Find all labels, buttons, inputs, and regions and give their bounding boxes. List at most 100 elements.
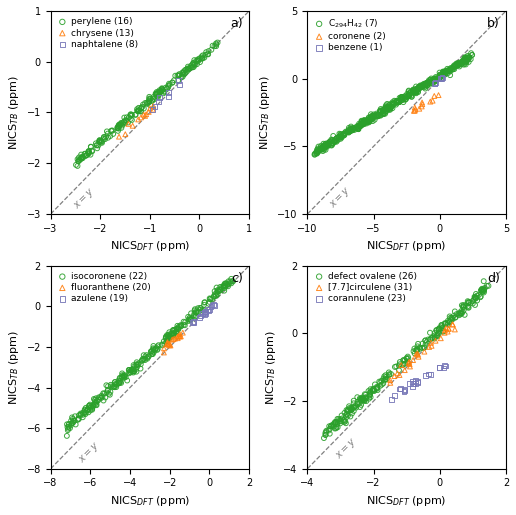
C$_{294}$H$_{42}$ (7): [314, 145, 322, 153]
C$_{294}$H$_{42}$ (7): [347, 127, 355, 135]
C$_{294}$H$_{42}$ (7): [379, 110, 388, 118]
defect ovalene (26): [432, 327, 441, 335]
defect ovalene (26): [456, 309, 464, 317]
C$_{294}$H$_{42}$ (7): [321, 146, 330, 154]
defect ovalene (26): [438, 321, 446, 329]
defect ovalene (26): [464, 304, 473, 312]
isocoronene (22): [216, 286, 224, 294]
fluoranthene (20): [173, 334, 182, 342]
defect ovalene (26): [479, 286, 488, 294]
perylene (16): [185, 65, 194, 73]
isocoronene (22): [220, 281, 228, 289]
perylene (16): [85, 147, 93, 155]
defect ovalene (26): [321, 431, 330, 439]
C$_{294}$H$_{42}$ (7): [345, 128, 353, 136]
defect ovalene (26): [435, 325, 443, 333]
C$_{294}$H$_{42}$ (7): [365, 114, 374, 122]
isocoronene (22): [81, 406, 89, 414]
C$_{294}$H$_{42}$ (7): [374, 111, 382, 119]
perylene (16): [106, 132, 115, 140]
perylene (16): [115, 125, 123, 133]
C$_{294}$H$_{42}$ (7): [329, 139, 337, 147]
perylene (16): [150, 95, 158, 104]
defect ovalene (26): [342, 419, 350, 427]
defect ovalene (26): [350, 397, 358, 405]
isocoronene (22): [170, 330, 178, 338]
perylene (16): [114, 127, 122, 135]
C$_{294}$H$_{42}$ (7): [349, 125, 358, 133]
perylene (16): [144, 98, 153, 107]
C$_{294}$H$_{42}$ (7): [327, 140, 335, 148]
isocoronene (22): [111, 378, 119, 386]
defect ovalene (26): [379, 379, 388, 387]
perylene (16): [95, 137, 103, 145]
chrysene (13): [141, 112, 149, 120]
isocoronene (22): [167, 330, 175, 338]
C$_{294}$H$_{42}$ (7): [423, 82, 431, 90]
benzene (1): [438, 74, 446, 82]
isocoronene (22): [86, 404, 94, 412]
perylene (16): [145, 95, 153, 104]
C$_{294}$H$_{42}$ (7): [361, 117, 369, 125]
defect ovalene (26): [369, 386, 377, 394]
defect ovalene (26): [369, 385, 377, 393]
defect ovalene (26): [366, 393, 375, 401]
fluoranthene (20): [160, 344, 168, 352]
chrysene (13): [137, 113, 145, 122]
isocoronene (22): [89, 402, 98, 410]
perylene (16): [137, 104, 146, 112]
isocoronene (22): [104, 382, 112, 390]
isocoronene (22): [72, 420, 80, 428]
defect ovalene (26): [469, 299, 477, 307]
defect ovalene (26): [412, 346, 420, 354]
C$_{294}$H$_{42}$ (7): [459, 57, 467, 65]
isocoronene (22): [64, 423, 73, 431]
C$_{294}$H$_{42}$ (7): [368, 112, 376, 120]
isocoronene (22): [85, 408, 93, 417]
corannulene (23): [424, 370, 432, 378]
isocoronene (22): [117, 379, 125, 387]
defect ovalene (26): [344, 406, 352, 415]
isocoronene (22): [171, 328, 180, 336]
C$_{294}$H$_{42}$ (7): [355, 119, 363, 128]
defect ovalene (26): [460, 302, 468, 311]
C$_{294}$H$_{42}$ (7): [397, 96, 406, 104]
isocoronene (22): [184, 313, 192, 321]
[7.7]circulene (31): [425, 343, 433, 351]
fluoranthene (20): [166, 340, 174, 348]
C$_{294}$H$_{42}$ (7): [464, 55, 472, 63]
defect ovalene (26): [430, 331, 439, 339]
C$_{294}$H$_{42}$ (7): [389, 101, 397, 109]
isocoronene (22): [116, 374, 124, 383]
C$_{294}$H$_{42}$ (7): [366, 115, 375, 123]
defect ovalene (26): [329, 420, 337, 428]
perylene (16): [203, 50, 212, 58]
isocoronene (22): [142, 351, 151, 359]
perylene (16): [152, 90, 160, 98]
C$_{294}$H$_{42}$ (7): [416, 83, 425, 92]
isocoronene (22): [168, 331, 176, 339]
defect ovalene (26): [402, 354, 411, 362]
C$_{294}$H$_{42}$ (7): [393, 99, 401, 107]
C$_{294}$H$_{42}$ (7): [432, 76, 441, 84]
C$_{294}$H$_{42}$ (7): [382, 105, 391, 113]
perylene (16): [95, 136, 104, 144]
defect ovalene (26): [366, 391, 374, 399]
perylene (16): [186, 64, 195, 72]
perylene (16): [114, 124, 122, 132]
isocoronene (22): [97, 394, 105, 402]
chrysene (13): [124, 120, 133, 128]
defect ovalene (26): [375, 377, 383, 386]
perylene (16): [144, 98, 153, 107]
defect ovalene (26): [347, 404, 356, 413]
C$_{294}$H$_{42}$ (7): [386, 100, 395, 108]
C$_{294}$H$_{42}$ (7): [367, 113, 376, 121]
C$_{294}$H$_{42}$ (7): [440, 68, 448, 77]
isocoronene (22): [101, 393, 109, 402]
C$_{294}$H$_{42}$ (7): [423, 79, 431, 88]
C$_{294}$H$_{42}$ (7): [341, 130, 349, 138]
perylene (16): [184, 66, 192, 74]
C$_{294}$H$_{42}$ (7): [340, 131, 348, 139]
defect ovalene (26): [413, 347, 421, 355]
defect ovalene (26): [336, 417, 345, 425]
